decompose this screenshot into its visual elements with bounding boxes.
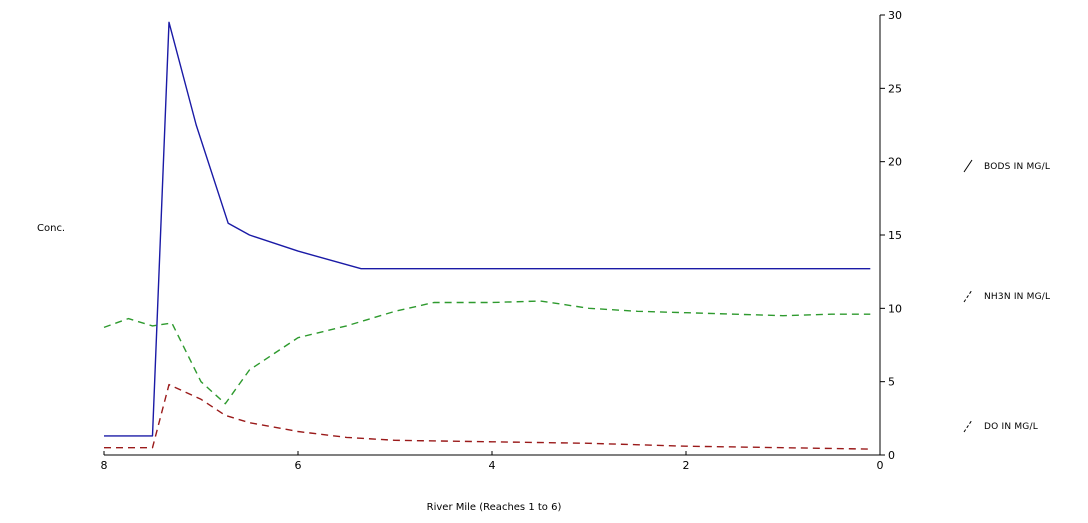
legend-label: DO IN MG/L (984, 422, 1038, 432)
series-lines (103, 21, 871, 450)
y-tick-label: 15 (888, 229, 902, 242)
legend-label: BODS IN MG/L (984, 162, 1050, 172)
x-tick-label: 2 (683, 459, 690, 472)
legend: BODS IN MG/L NH3N IN MG/L DO IN MG/L (963, 159, 1050, 433)
x-tick-label: 8 (101, 459, 108, 472)
legend-label: NH3N IN MG/L (984, 292, 1050, 302)
x-tick-label: 6 (295, 459, 302, 472)
y-tick-label: 5 (888, 376, 895, 389)
x-tick-label: 0 (877, 459, 884, 472)
legend-swatch (963, 289, 973, 303)
y-tick-label: 10 (888, 302, 902, 315)
y-tick-label: 0 (888, 449, 895, 462)
legend-swatch (963, 159, 973, 173)
series-line-nh3n-in-mg-l (103, 300, 871, 405)
series-line-do-in-mg-l (104, 383, 871, 450)
x-tick-label: 4 (489, 459, 496, 472)
series-line-bod5-in-mg-l (104, 21, 871, 437)
y-axis-title: Conc. (37, 223, 65, 234)
y-tick-label: 25 (888, 82, 902, 95)
y-tick-label: 20 (888, 156, 902, 169)
y-tick-label: 30 (888, 9, 902, 22)
x-axis-title: River Mile (Reaches 1 to 6) (427, 502, 562, 513)
legend-swatch (963, 419, 973, 433)
